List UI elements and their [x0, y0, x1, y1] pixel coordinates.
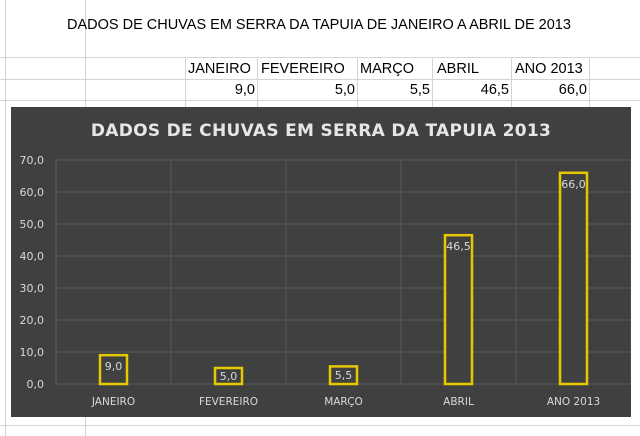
x-tick-label: ANO 2013: [547, 396, 600, 408]
data-label: 5,5: [335, 369, 353, 382]
data-label: 9,0: [105, 360, 123, 373]
sheet-title: DADOS DE CHUVAS EM SERRA DA TAPUIA DE JA…: [67, 17, 571, 33]
value-cell-janeiro[interactable]: 9,0: [234, 82, 255, 98]
data-label: 66,0: [561, 178, 586, 191]
bar-chart: 0,0 10,0 20,0 30,0 40,0 50,0 60,0 70,0 9,0 JANEIR…: [20, 154, 631, 408]
data-label: 5,0: [220, 370, 238, 383]
chart-title: DADOS DE CHUVAS EM SERRA DA TAPUIA 2013: [90, 121, 552, 141]
y-tick-label: 20,0: [20, 314, 45, 327]
y-tick-label: 40,0: [20, 250, 45, 263]
y-tick-label: 60,0: [20, 186, 45, 199]
header-cell-fevereiro[interactable]: FEVEREIRO: [261, 61, 345, 77]
header-cell-marco[interactable]: MARÇO: [360, 61, 414, 77]
bar: [213, 366, 244, 386]
y-tick-label: 30,0: [20, 282, 45, 295]
header-cell-abril[interactable]: ABRIL: [437, 61, 479, 77]
data-label: 46,5: [446, 240, 471, 253]
bar: [443, 233, 474, 386]
header-cell-janeiro[interactable]: JANEIRO: [188, 61, 251, 77]
header-cell-ano-2013[interactable]: ANO 2013: [515, 61, 583, 77]
bar: [558, 171, 589, 386]
y-tick-label: 10,0: [20, 346, 45, 359]
bar: [328, 365, 359, 386]
y-tick-label: 50,0: [20, 218, 45, 231]
x-tick-label: ABRIL: [443, 396, 474, 408]
y-tick-label: 0,0: [27, 378, 45, 391]
value-cell-fevereiro[interactable]: 5,0: [334, 82, 355, 98]
x-tick-label: JANEIRO: [91, 396, 135, 408]
x-tick-label: MARÇO: [324, 396, 363, 408]
x-tick-label: FEVEREIRO: [199, 396, 258, 408]
y-tick-label: 70,0: [20, 154, 45, 167]
bar: [98, 353, 129, 386]
chart-area[interactable]: DADOS DE CHUVAS EM SERRA DA TAPUIA 2013 …: [11, 107, 631, 417]
value-cell-marco[interactable]: 5,5: [409, 82, 430, 98]
value-cell-abril[interactable]: 46,5: [480, 82, 509, 98]
value-cell-ano-2013[interactable]: 66,0: [558, 82, 587, 98]
